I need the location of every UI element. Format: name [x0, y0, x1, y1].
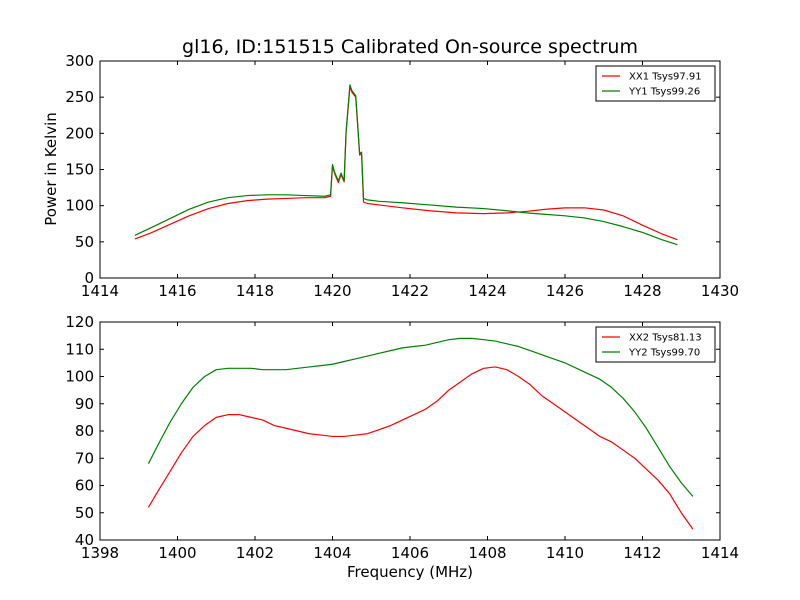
x-tick-label-top: 1426	[546, 282, 584, 300]
x-tick-label-bottom: 1408	[468, 544, 506, 562]
plot-bottom: Frequency (MHz) 1398 1400 1402 1404 1406 1408…	[65, 313, 739, 581]
legend-label-bottom-2: YY2 Tsys99.70	[628, 348, 700, 359]
legend-bottom: XX2 Tsys81.13 YY2 Tsys99.70	[595, 326, 716, 363]
y-tick-label-bottom: 80	[75, 422, 94, 440]
x-tick-label-bottom: 1400	[158, 544, 196, 562]
x-tick-label-top: 1430	[701, 282, 739, 300]
x-tick-label-top: 1422	[391, 282, 429, 300]
y-tick-label-bottom: 60	[75, 477, 94, 495]
x-tick-label-top: 1428	[623, 282, 661, 300]
plot-top: Power in Kelvin 1414 1416 1418 1420 1422 1424…	[42, 52, 739, 300]
legend-label-top-2: YY1 Tsys99.26	[628, 87, 700, 98]
series-line-bottom-2	[147, 337, 694, 497]
y-tick-label-top: 250	[65, 88, 94, 106]
legend-label-bottom-1: XX2 Tsys81.13	[629, 333, 702, 344]
y-tick-label-bottom: 70	[75, 449, 94, 467]
y-tick-label-top: 200	[65, 124, 94, 142]
y-tick-label-bottom: 50	[75, 504, 94, 522]
x-tick-label-bottom: 1410	[546, 544, 584, 562]
y-tick-label-top: 300	[65, 52, 94, 70]
x-tick-label-bottom: 1398	[81, 544, 119, 562]
series-group-top	[134, 84, 678, 246]
x-tick-label-bottom: 1402	[236, 544, 274, 562]
x-tick-label-bottom: 1414	[701, 544, 739, 562]
y-tick-label-top: 0	[84, 269, 94, 287]
x-tick-label-top: 1414	[81, 282, 119, 300]
y-tick-label-bottom: 40	[75, 531, 94, 549]
x-tick-label-top: 1420	[313, 282, 351, 300]
legend-box-top	[595, 65, 716, 102]
series-line-top-2	[134, 84, 678, 246]
x-tick-label-top: 1418	[236, 282, 274, 300]
y-tick-label-bottom: 100	[65, 368, 94, 386]
x-tick-label-top: 1416	[158, 282, 196, 300]
legend-label-top-1: XX1 Tsys97.91	[629, 72, 702, 83]
y-axis-label-top: Power in Kelvin	[42, 112, 60, 226]
y-tick-label-bottom: 120	[65, 313, 94, 331]
x-tick-label-top: 1424	[468, 282, 506, 300]
series-line-bottom-1	[147, 366, 694, 530]
x-tick-label-bottom: 1404	[313, 544, 351, 562]
y-tick-label-top: 50	[75, 233, 94, 251]
x-tick-label-bottom: 1412	[623, 544, 661, 562]
y-tick-label-bottom: 90	[75, 395, 94, 413]
x-tick-label-bottom: 1406	[391, 544, 429, 562]
y-tick-label-top: 100	[65, 197, 94, 215]
legend-top: XX1 Tsys97.91 YY1 Tsys99.26	[595, 65, 716, 102]
y-tick-label-top: 150	[65, 161, 94, 179]
legend-box-bottom	[595, 326, 716, 363]
series-group-bottom	[147, 337, 694, 530]
x-axis-label-bottom: Frequency (MHz)	[347, 563, 473, 581]
figure-title: gl16, ID:151515 Calibrated On-source spe…	[182, 36, 638, 58]
y-tick-label-bottom: 110	[65, 340, 94, 358]
